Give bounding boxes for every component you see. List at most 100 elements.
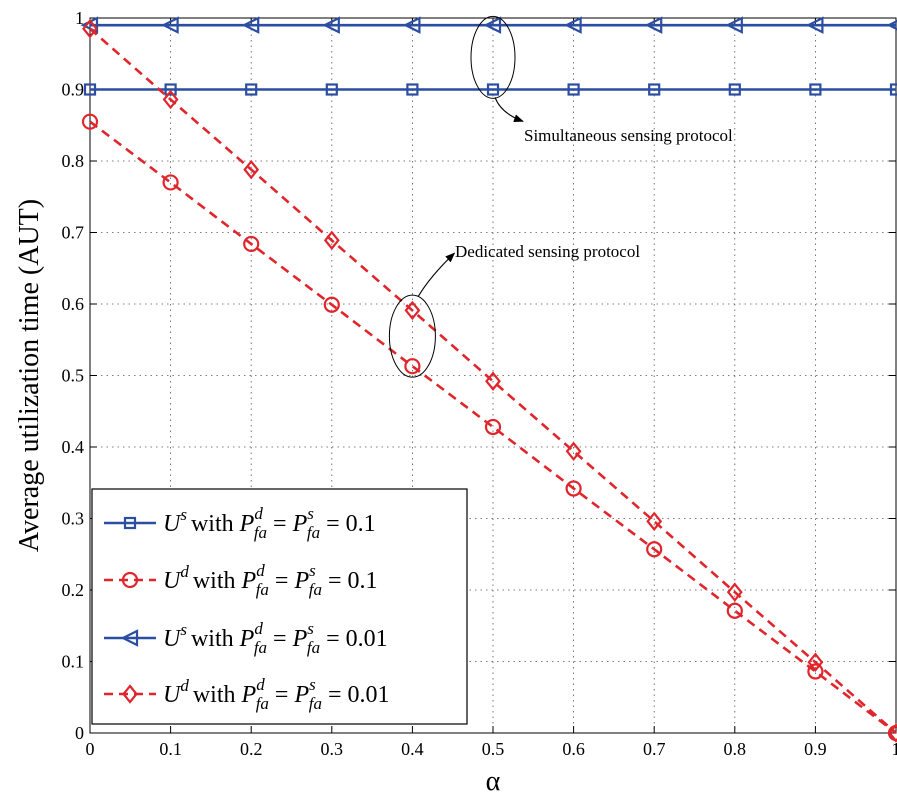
data-point-marker <box>243 235 260 253</box>
legend-superscript: s <box>180 505 187 524</box>
data-point-marker <box>241 16 260 34</box>
y-tick-label: 0.3 <box>62 509 85 529</box>
data-point-marker <box>886 19 897 31</box>
legend-entry-1: Us with Pd fa = Ps fa = 0.1 <box>104 504 376 542</box>
legend-p-sub: fa <box>254 523 267 542</box>
series-2 <box>81 113 897 742</box>
legend-value: = 0.1 <box>328 568 378 594</box>
data-point-marker <box>161 16 179 34</box>
legend-label: Ud with Pd fa = Ps fa = 0.01 <box>163 675 390 713</box>
legend-p-sub: fa <box>256 580 269 599</box>
x-tick-label: 0.1 <box>159 739 182 759</box>
data-point-marker <box>809 83 822 96</box>
annotation-arrow <box>417 252 456 297</box>
x-tick-label: 0.2 <box>240 739 263 759</box>
data-point-marker <box>162 89 179 110</box>
series-1 <box>83 83 897 96</box>
y-tick-label: 0.5 <box>62 366 85 386</box>
x-axis-label: α <box>486 766 501 797</box>
legend-p-sup: s <box>307 504 314 523</box>
y-tick-label: 0.4 <box>62 437 85 457</box>
legend-box <box>91 488 468 725</box>
legend-p-sub: fa <box>307 523 320 542</box>
y-tick-label: 0.9 <box>62 80 85 100</box>
data-point-marker <box>728 83 741 96</box>
legend-label: Us with Pd fa = Ps fa = 0.1 <box>163 504 376 542</box>
data-point-marker <box>646 511 663 532</box>
legend-symbol: U <box>163 682 182 708</box>
legend-p-symbol: P <box>239 626 255 652</box>
x-tick-label: 0.5 <box>482 739 505 759</box>
data-point-marker <box>564 16 582 34</box>
data-point-marker <box>404 300 421 321</box>
annotation-dedicated: Dedicated sensing protocol <box>388 242 640 378</box>
annotations-layer: Simultaneous sensing protocol Dedicated s… <box>388 15 733 378</box>
data-point-marker <box>82 18 98 39</box>
legend-superscript: d <box>180 562 189 581</box>
y-tick-label: 0.7 <box>62 223 85 243</box>
legend-p-symbol: P <box>292 626 308 652</box>
x-tick-label: 0.3 <box>321 739 344 759</box>
y-tick-label: 0 <box>75 723 84 743</box>
data-point-marker <box>807 663 824 680</box>
legend-label: Ud with Pd fa = Ps fa = 0.1 <box>163 561 378 599</box>
data-point-marker <box>483 16 502 34</box>
legend-with: with <box>191 626 234 652</box>
data-point-marker <box>404 358 421 375</box>
y-tick-label: 0.1 <box>62 652 85 672</box>
data-point-marker <box>648 83 661 96</box>
data-point-marker <box>81 113 99 130</box>
data-point-marker <box>245 83 258 96</box>
axis-ticks: 0 0.1 0.2 0.3 0.4 0.5 0.6 0.7 0.8 0.9 1 0 0.1 0.2 0.3 0… <box>62 8 897 759</box>
x-tick-label: 0.4 <box>401 739 424 759</box>
legend-entry-2: Ud with Pd fa = Ps fa = 0.1 <box>104 561 378 599</box>
legend-p-sub: fa <box>309 694 322 713</box>
data-point-marker <box>888 723 897 743</box>
series-layer <box>80 16 897 743</box>
legend-p-sub: fa <box>256 694 269 713</box>
data-point-marker <box>243 159 260 180</box>
x-tick-label: 0.9 <box>804 739 827 759</box>
legend-equals: = <box>273 511 287 537</box>
data-point-marker <box>565 441 582 462</box>
legend-p-sub: fa <box>309 580 322 599</box>
legend-with: with <box>191 511 234 537</box>
data-point-marker <box>565 480 582 497</box>
data-point-marker <box>567 83 580 96</box>
data-point-marker <box>484 418 502 436</box>
data-point-marker <box>889 83 897 96</box>
legend-p-symbol: P <box>241 682 257 708</box>
data-point-marker <box>323 230 340 251</box>
annotation-arrow <box>494 97 524 123</box>
data-point-marker <box>83 83 97 96</box>
y-tick-label: 0.2 <box>62 580 85 600</box>
y-tick-label: 0.8 <box>62 151 85 171</box>
legend-with: with <box>193 682 236 708</box>
legend-symbol: U <box>163 511 182 537</box>
data-point-marker <box>406 83 419 96</box>
legend-superscript: d <box>180 676 189 695</box>
legend-label: Us with Pd fa = Ps fa = 0.01 <box>163 619 388 657</box>
data-point-marker <box>402 16 421 34</box>
legend-p-sup: s <box>309 561 316 580</box>
annotation-label: Dedicated sensing protocol <box>455 242 640 261</box>
data-point-marker <box>726 582 743 602</box>
data-point-marker <box>805 16 824 34</box>
legend-p-symbol: P <box>241 568 257 594</box>
x-tick-label: 1 <box>892 739 897 759</box>
y-axis-label: Average utilization time (AUT) <box>14 199 45 552</box>
x-tick-label: 0 <box>86 739 95 759</box>
legend-equals: = <box>275 682 289 708</box>
series-line <box>89 27 897 734</box>
data-point-marker <box>485 371 501 391</box>
legend-symbol: U <box>163 626 182 652</box>
data-point-marker <box>646 541 663 558</box>
legend-marker <box>120 629 139 647</box>
data-point-marker <box>644 16 663 34</box>
series-line <box>89 120 897 735</box>
data-point-marker <box>725 16 743 34</box>
legend-marker <box>122 684 138 704</box>
data-point-marker <box>486 83 500 96</box>
y-tick-label: 1 <box>75 8 84 28</box>
legend-p-sub: fa <box>254 638 267 657</box>
